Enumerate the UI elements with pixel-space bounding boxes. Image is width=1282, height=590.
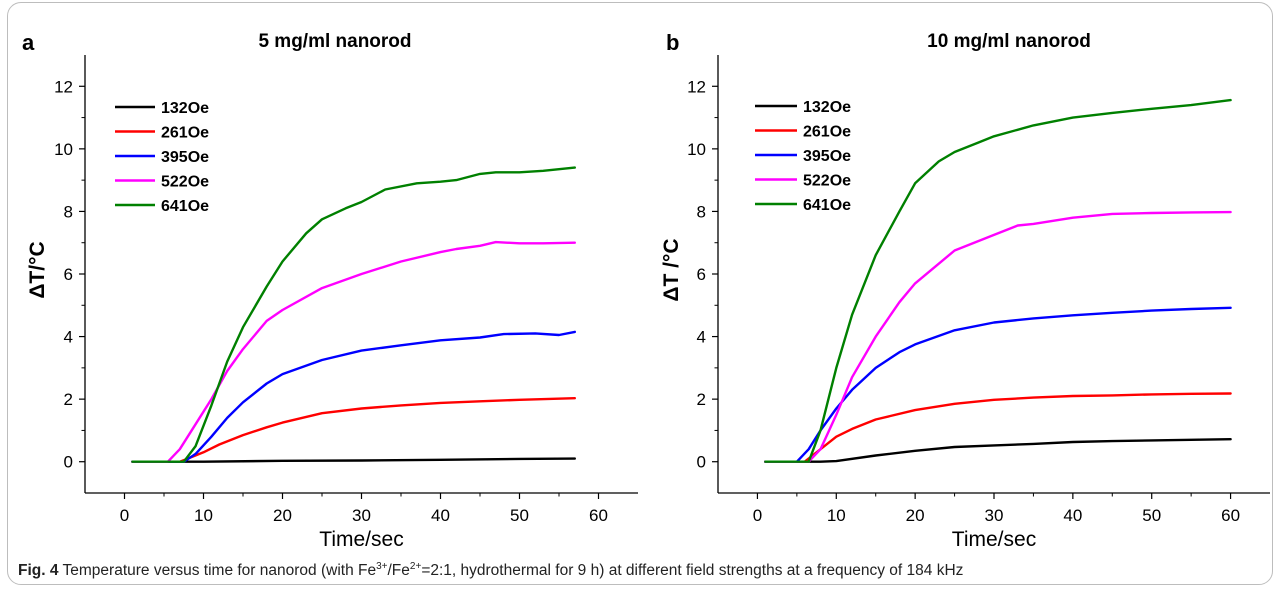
series-line-395Oe [131,330,576,463]
x-tick-label: 40 [431,506,450,525]
legend-label-522Oe: 522Oe [161,174,209,191]
x-tick-label: 30 [985,506,1004,525]
y-tick-label: 4 [697,328,706,347]
x-tick-label: 60 [1221,506,1240,525]
y-tick-label: 0 [697,453,706,472]
x-axis-label: Time/sec [319,528,403,551]
series-line-522Oe [764,210,1232,463]
y-tick-label: 0 [64,453,73,472]
series-line-261Oe [764,392,1232,463]
y-tick-label: 8 [697,202,706,221]
legend-label-395Oe: 395Oe [161,149,209,166]
panel-letter: a [22,30,35,55]
y-axis-label: ΔT /°C [660,238,683,301]
legend-label-395Oe: 395Oe [803,148,851,165]
x-tick-label: 10 [827,506,846,525]
y-tick-label: 12 [54,77,73,96]
caption-text-3: =2:1, hydrothermal for 9 h) at different… [421,562,964,580]
series-line-132Oe [764,438,1232,463]
y-tick-label: 8 [64,202,73,221]
caption-text-2: /Fe [387,562,410,580]
caption-text-1: Temperature versus time for nanorod (wit… [58,562,377,580]
legend-label-641Oe: 641Oe [161,198,209,215]
legend-label-261Oe: 261Oe [161,125,209,142]
y-tick-label: 10 [687,140,706,159]
y-tick-label: 12 [687,77,706,96]
legend-label-641Oe: 641Oe [803,197,851,214]
caption-label: Fig. 4 [18,562,59,580]
series-line-132Oe [131,457,576,463]
caption-sup-1: 3+ [376,561,388,572]
x-tick-label: 10 [194,506,213,525]
x-tick-label: 0 [753,506,762,525]
x-tick-label: 50 [1142,506,1161,525]
y-axis-label: ΔT/°C [26,241,49,298]
panel-letter: b [666,30,679,55]
series-line-641Oe [764,98,1232,463]
y-tick-label: 4 [64,328,73,347]
chart-title: 5 mg/ml nanorod [258,31,411,52]
x-tick-label: 0 [120,506,129,525]
x-tick-label: 20 [906,506,925,525]
y-tick-label: 6 [64,265,73,284]
legend-label-261Oe: 261Oe [803,124,851,141]
x-tick-label: 60 [589,506,608,525]
legend-label-132Oe: 132Oe [161,100,209,117]
series-line-395Oe [764,306,1232,463]
chart-panel-b: 0 10 20 30 40 50 60 0 2 4 6 8 10 12 10 mg/ml nanorod b T… [660,30,1270,551]
figure-frame [7,2,1273,585]
series-line-522Oe [131,240,576,463]
legend-label-132Oe: 132Oe [803,99,851,116]
figure-caption: Fig. 4 Temperature versus time for nanor… [18,561,963,580]
y-tick-label: 10 [54,140,73,159]
y-tick-label: 6 [697,265,706,284]
legend-label-522Oe: 522Oe [803,173,851,190]
series-line-641Oe [131,166,576,463]
y-tick-label: 2 [697,390,706,409]
caption-sup-2: 2+ [409,561,422,572]
x-tick-label: 50 [510,506,529,525]
x-tick-label: 20 [273,506,292,525]
chart-title: 10 mg/ml nanorod [927,31,1091,52]
x-tick-label: 40 [1063,506,1082,525]
x-tick-label: 30 [352,506,371,525]
y-tick-label: 2 [64,390,73,409]
x-axis-label: Time/sec [952,528,1036,551]
chart-panel-a: 0 10 20 30 40 50 60 0 2 4 6 8 10 12 5 mg/ml nanorod a Ti… [22,30,638,551]
